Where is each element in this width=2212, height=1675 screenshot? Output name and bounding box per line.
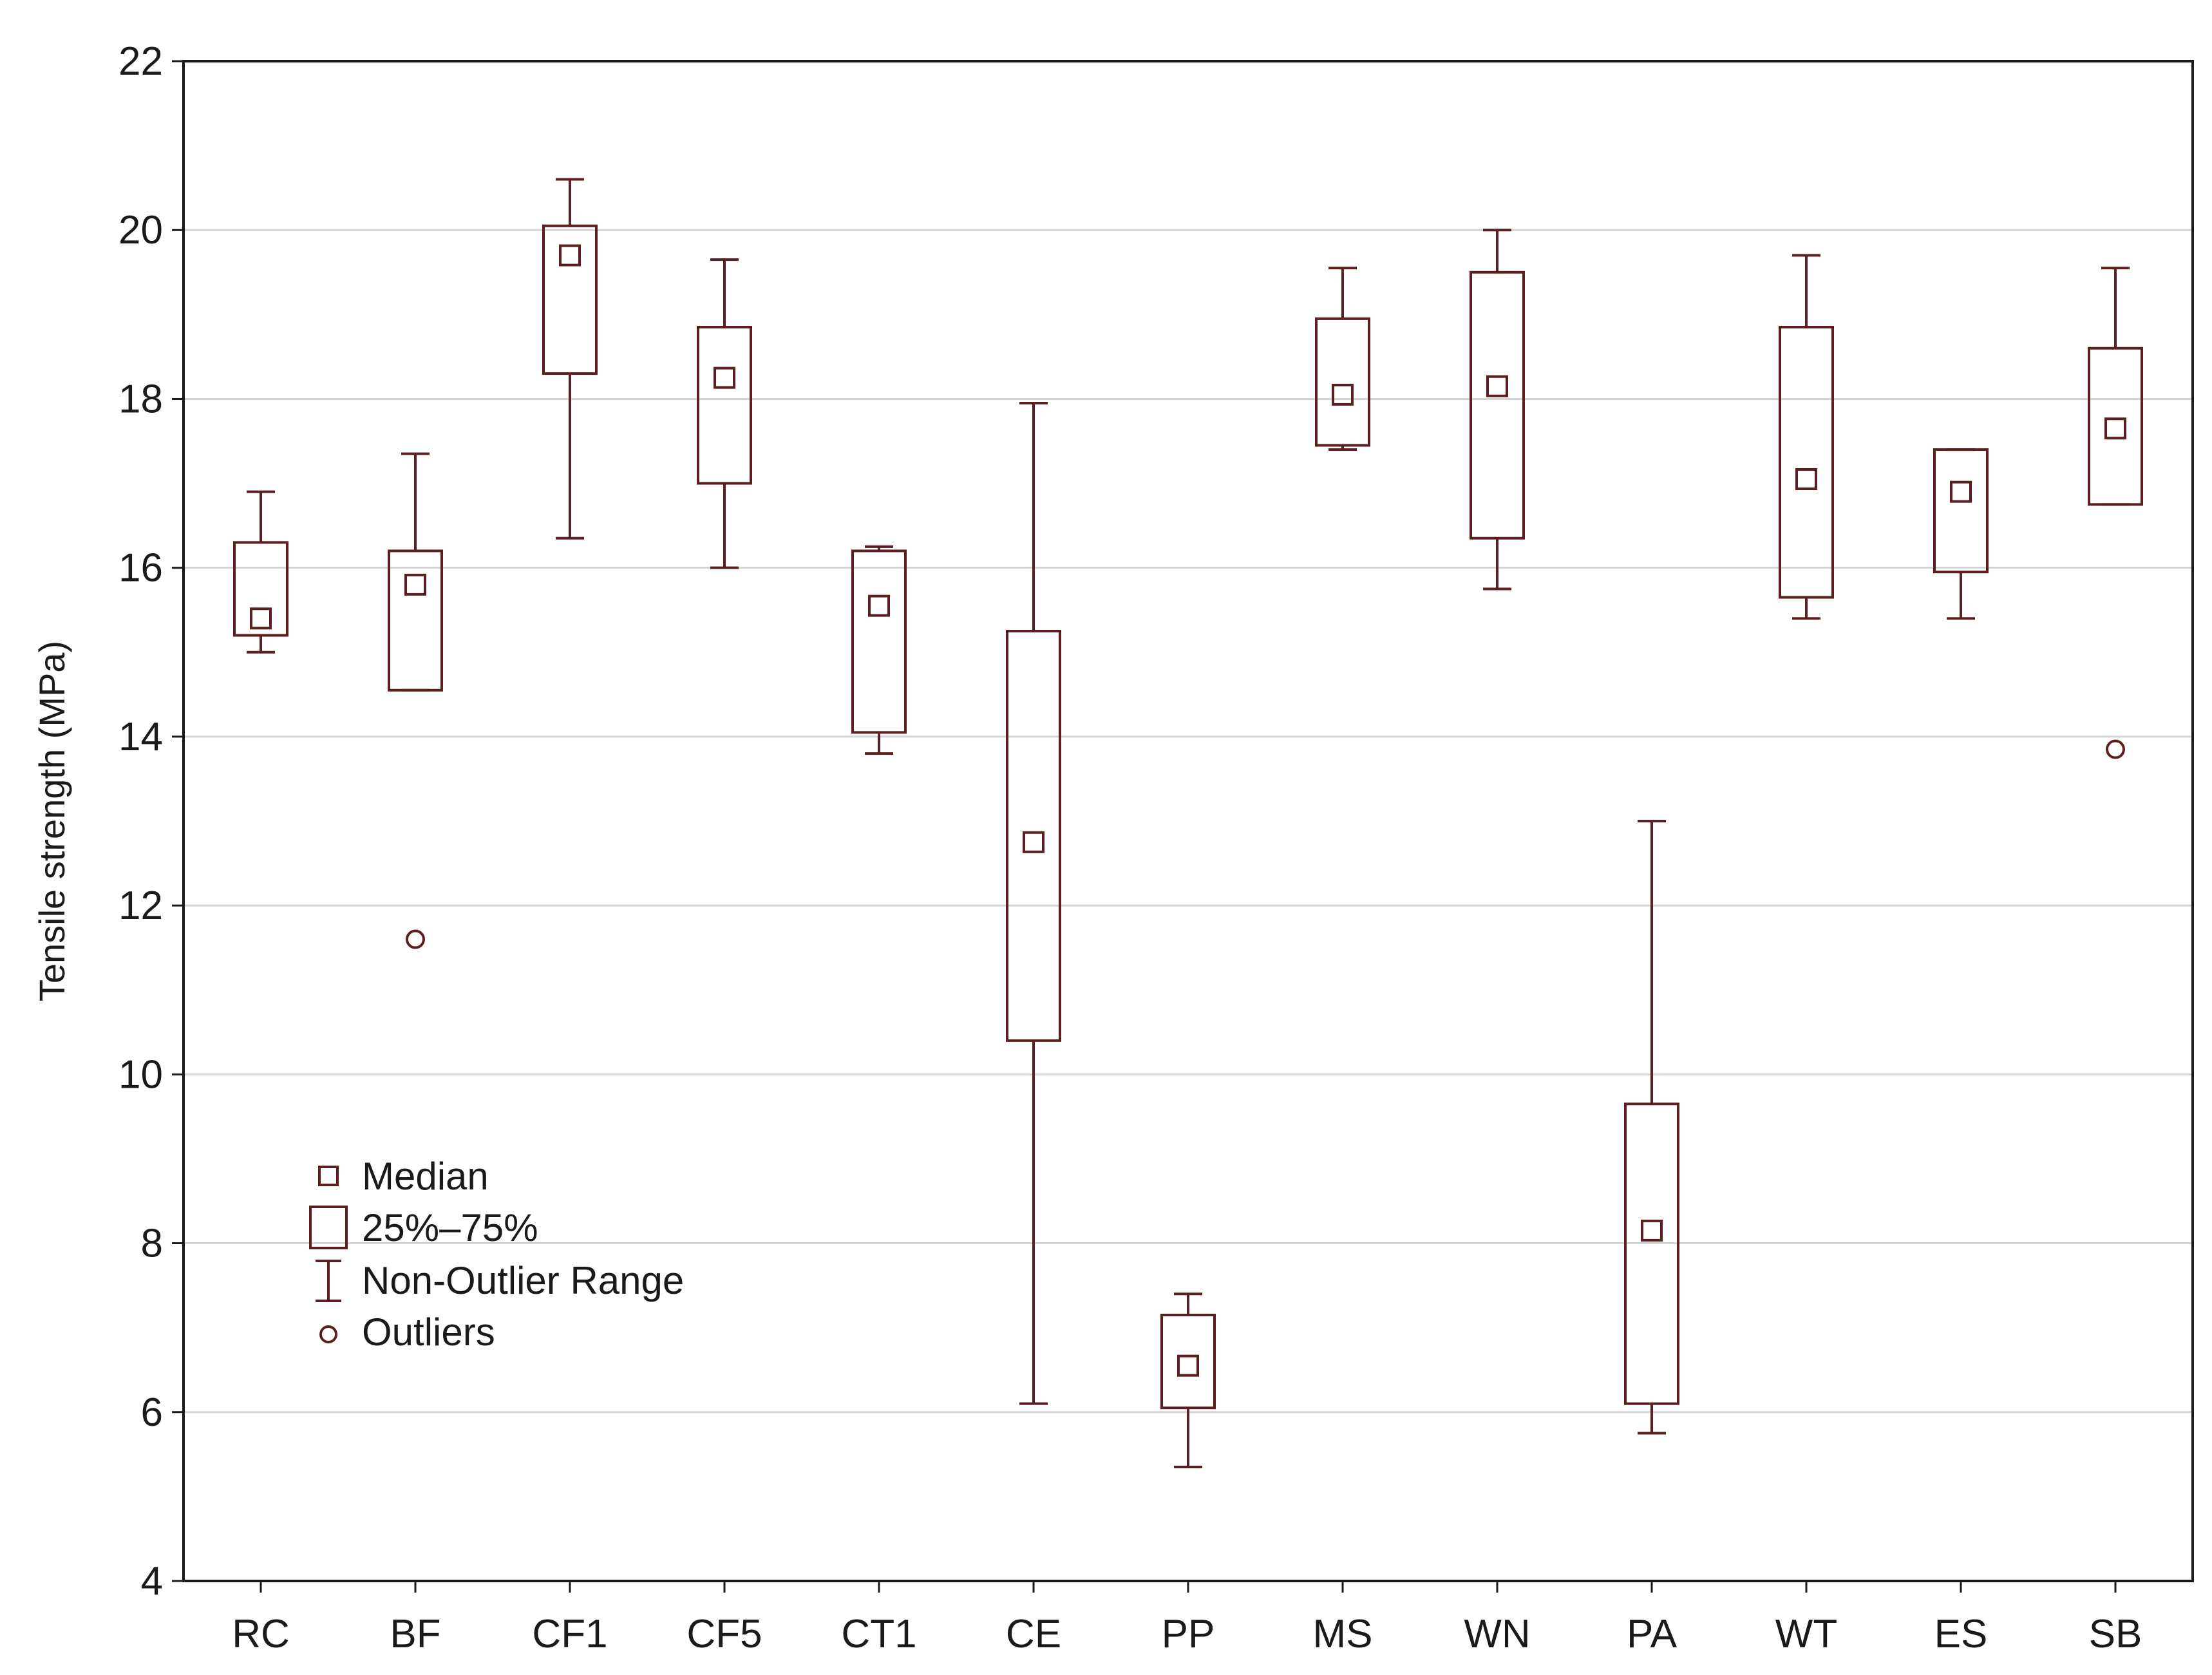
median-marker-wt: [1795, 468, 1817, 490]
median-marker-pa: [1641, 1219, 1663, 1242]
box-bf: [388, 549, 443, 692]
legend-label: Outliers: [362, 1311, 495, 1354]
box-series: [233, 178, 2143, 1468]
x-tick-label: CF5: [686, 1612, 762, 1656]
y-axis: 4 6 8 10 12 14 16 18 20 22: [118, 39, 184, 1604]
y-tick-label: 14: [118, 715, 163, 759]
box-wn: [1470, 270, 1525, 540]
median-marker-cf1: [559, 244, 581, 267]
box-wt: [1779, 326, 1834, 599]
x-tick-label: CF1: [532, 1612, 607, 1656]
outlier-point-bf: [406, 929, 425, 949]
median-marker-ce: [1023, 831, 1045, 853]
median-marker-es: [1950, 480, 1972, 503]
y-tick-label: 16: [118, 546, 163, 591]
x-tick-label: MS: [1313, 1612, 1373, 1656]
x-tick-label: WN: [1464, 1612, 1530, 1656]
legend-item: 25%–75%: [309, 1206, 538, 1249]
x-tick-label: ES: [1934, 1612, 1988, 1656]
legend-box-symbol: [309, 1206, 348, 1249]
box-group: [1624, 820, 1679, 1435]
y-tick-label: 22: [118, 39, 163, 84]
y-tick-label: 8: [141, 1222, 163, 1266]
box-group: [2088, 267, 2143, 759]
x-tick-label: CT1: [841, 1612, 916, 1656]
box-group: [1779, 254, 1834, 620]
box-pa: [1624, 1102, 1679, 1405]
box-group: [1470, 229, 1525, 591]
box-group: [542, 178, 598, 540]
x-tick-label: CE: [1006, 1612, 1061, 1656]
outlier-point-sb: [2106, 739, 2125, 759]
legend-label: Non-Outlier Range: [362, 1259, 684, 1302]
box-group: [1160, 1292, 1216, 1468]
legend-item: Median: [318, 1155, 489, 1198]
y-tick-label: 6: [141, 1390, 163, 1435]
median-marker-ms: [1332, 383, 1354, 406]
x-tick-label: PP: [1162, 1612, 1215, 1656]
x-axis: RC BF CF1 CF5 CT1 CE PP MS WN PA WT ES SB: [232, 1581, 2142, 1656]
median-marker-bf: [404, 573, 426, 596]
x-tick-label: BF: [390, 1612, 440, 1656]
y-axis-title: Tensile strength (MPa): [32, 641, 72, 1001]
box-cf1: [542, 224, 598, 375]
median-marker-pp: [1177, 1354, 1199, 1377]
y-tick-label: 10: [118, 1052, 163, 1097]
box-group: [233, 490, 288, 654]
median-marker-rc: [250, 607, 272, 630]
x-tick-label: SB: [2089, 1612, 2142, 1656]
x-tick-label: WT: [1775, 1612, 1837, 1656]
box-group: [697, 258, 752, 569]
median-marker-ct1: [868, 594, 890, 617]
grid-lines: [184, 229, 2193, 1414]
legend: Median 25%–75% Non-Outlier Range Outliers: [309, 1155, 684, 1354]
x-tick-label: PA: [1627, 1612, 1678, 1656]
box-rc: [233, 541, 288, 637]
box-es: [1933, 448, 1989, 574]
box-group: [1006, 402, 1061, 1405]
x-tick-label: RC: [232, 1612, 290, 1656]
box-group: [1933, 448, 1989, 620]
median-marker-cf5: [714, 366, 735, 389]
legend-label: Median: [362, 1155, 489, 1198]
y-tick-label: 12: [118, 884, 163, 928]
box-ct1: [851, 549, 907, 734]
box-group: [388, 452, 443, 949]
legend-outlier-symbol: [319, 1325, 337, 1343]
y-tick-label: 4: [141, 1559, 163, 1604]
box-pp: [1160, 1314, 1216, 1410]
legend-item: Outliers: [319, 1311, 495, 1354]
box-cf5: [697, 326, 752, 485]
box-group: [851, 545, 907, 755]
legend-median-symbol: [318, 1166, 339, 1186]
median-marker-sb: [2104, 417, 2126, 440]
median-marker-wn: [1486, 375, 1508, 397]
box-group: [1315, 267, 1370, 451]
box-sb: [2088, 346, 2143, 506]
legend-item: Non-Outlier Range: [316, 1259, 684, 1302]
legend-label: 25%–75%: [362, 1206, 538, 1249]
box-ce: [1006, 630, 1061, 1042]
box-ms: [1315, 317, 1370, 447]
y-tick-label: 18: [118, 377, 163, 421]
y-tick-label: 20: [118, 208, 163, 252]
